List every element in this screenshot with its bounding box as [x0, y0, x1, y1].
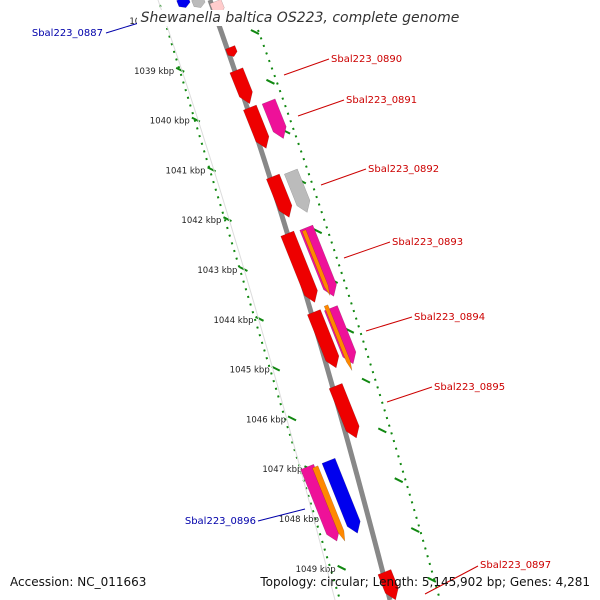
gene-arrow [377, 569, 399, 600]
ruler-tick-label: 1042 kbp [181, 216, 221, 226]
ruler-tick-right [313, 228, 323, 235]
ruler-tick-label: 1041 kbp [166, 166, 206, 176]
ruler-tick-label: 1043 kbp [197, 266, 237, 276]
gene-arrow [307, 309, 340, 369]
gene-leader-line [365, 316, 413, 332]
ruler-tick-label: 1049 kbp [296, 565, 336, 575]
gene-arrow [266, 173, 293, 218]
gene-label[interactable]: Sbal223_0891 [346, 95, 417, 106]
ruler-tick-right [377, 427, 387, 434]
gene-arrow [284, 168, 311, 213]
ruler-tick-right [410, 527, 420, 533]
ruler-tick-right [361, 377, 371, 384]
ruler-tick-label: 1048 kbp [279, 515, 319, 525]
gene-arrow [176, 0, 191, 8]
ruler-tick [255, 315, 264, 322]
gene-label[interactable]: Sbal223_0892 [368, 164, 439, 175]
ruler-tick-right [345, 327, 355, 334]
gene-leader-line [320, 168, 367, 186]
ruler-tick [287, 415, 297, 422]
ruler-tick-label: 1040 kbp [150, 117, 190, 127]
backbone-guide-left [157, 0, 336, 600]
gene-label[interactable]: Sbal223_0893 [392, 237, 463, 248]
gene-leader-line [105, 21, 143, 34]
gene-label[interactable]: Sbal223_0897 [480, 560, 551, 571]
gene-arrow [261, 98, 287, 139]
ruler-tick-label: 1047 kbp [262, 465, 302, 475]
ruler-tick [337, 564, 347, 571]
gene-arrow [229, 67, 253, 105]
gene-label[interactable]: Sbal223_0896 [185, 516, 256, 527]
ruler-tick [271, 365, 281, 372]
gene-arrow [300, 463, 340, 542]
ruler-tick [239, 266, 248, 272]
gene-stripe [323, 304, 353, 371]
gene-labels: Sbal223_0887 Sbal223_0890 Sbal223_0891 Sbal… [32, 21, 551, 595]
gene-label[interactable]: Sbal223_0887 [32, 28, 103, 39]
ruler-tick-right [265, 78, 275, 85]
ruler-tick-label: 1039 kbp [134, 67, 174, 77]
ruler-tick [223, 216, 232, 223]
ruler-tick-label: 1046 kbp [246, 415, 286, 425]
gene-arrow [312, 465, 346, 542]
gene-arrow [243, 104, 270, 149]
gene-label[interactable]: Sbal223_0890 [331, 54, 402, 65]
ruler-tick [175, 66, 185, 73]
gene-leader-line [257, 508, 306, 522]
gene-arrow [321, 457, 361, 534]
gene-leader-line [283, 58, 330, 76]
ruler-tick-right [394, 477, 404, 484]
gene-leader-line [297, 99, 345, 117]
gene-arrow [225, 45, 238, 57]
ruler-tick-right [427, 576, 437, 583]
gene-arrow [191, 0, 206, 8]
gene-arrow [328, 383, 360, 439]
gene-leader-line [424, 565, 479, 595]
gene-label[interactable]: Sbal223_0894 [414, 312, 485, 323]
ruler-tick-label: 1044 kbp [213, 316, 253, 326]
gene-leader-line [386, 386, 433, 403]
map-title: Shewanella baltica OS223, complete genom… [0, 10, 600, 26]
topology-label: Topology: circular; Length: 5,145,902 bp… [260, 575, 590, 589]
gene-stripe [301, 229, 331, 296]
gene-track [176, 0, 399, 600]
ruler-tick-right [250, 29, 260, 35]
gene-leader-line [343, 241, 391, 259]
map-title-text: Shewanella baltica OS223, complete genom… [136, 10, 464, 26]
ruler-tick-label: 1045 kbp [230, 366, 270, 376]
accession-label: Accession: NC_011663 [10, 575, 147, 589]
gene-label[interactable]: Sbal223_0895 [434, 382, 505, 393]
gene-arrow [280, 230, 318, 303]
